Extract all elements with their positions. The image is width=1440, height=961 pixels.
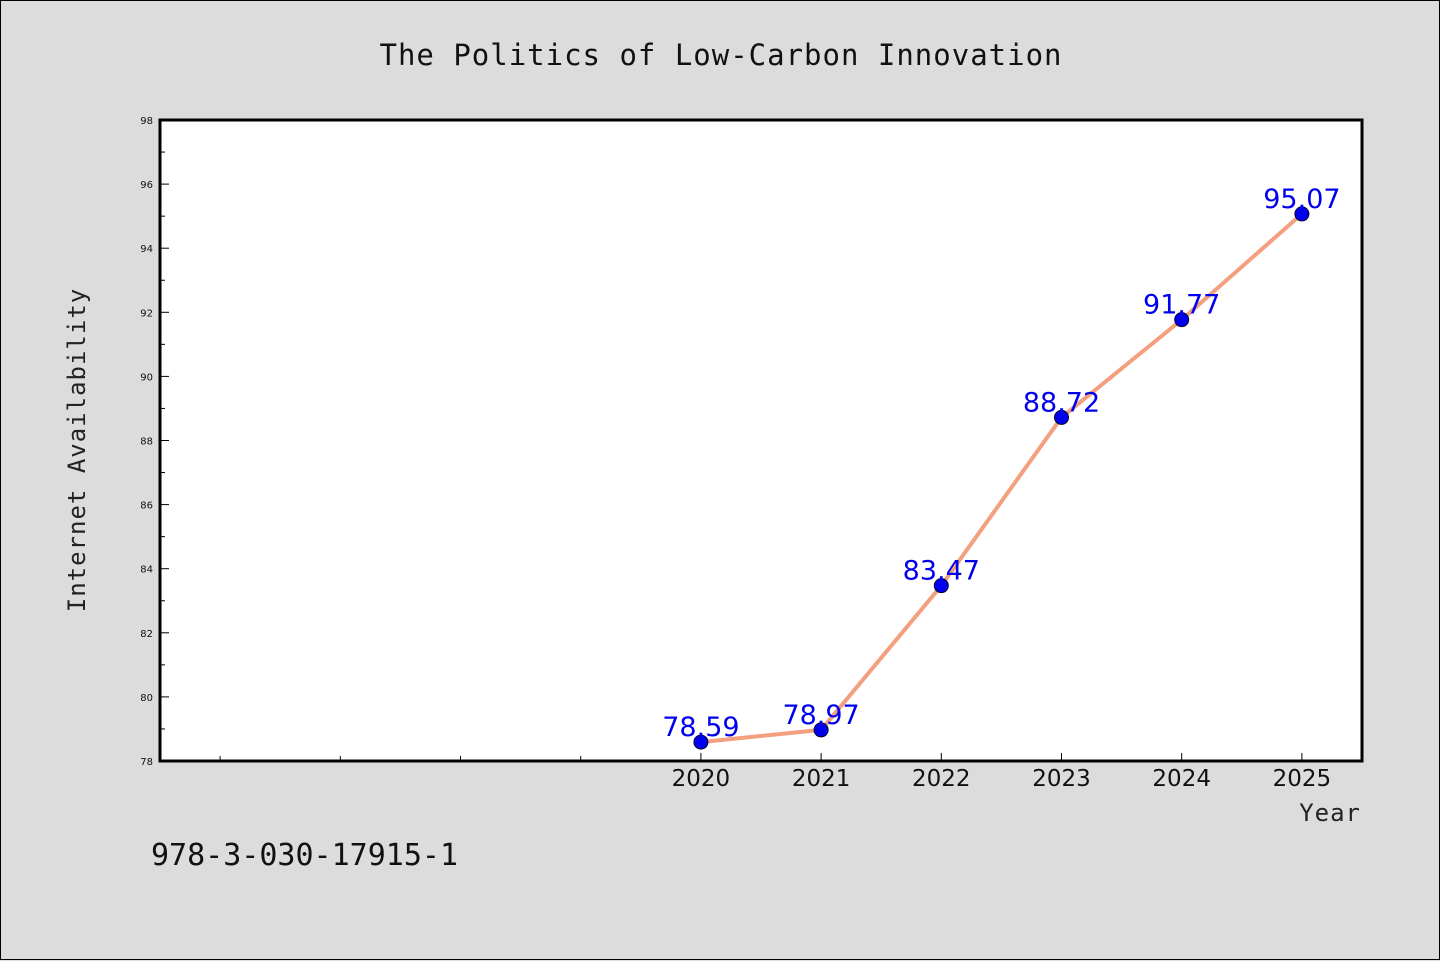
x-axis: 2020 2021 2022 2023 2024 2025 — [219, 753, 1332, 792]
y-tick-label: 92 — [140, 308, 153, 319]
x-tick-label: 2024 — [1152, 766, 1211, 792]
y-tick-label: 84 — [140, 565, 153, 576]
plot-area — [158, 118, 1364, 763]
data-point — [1174, 312, 1190, 328]
y-tick-label: 80 — [140, 693, 153, 704]
data-label: 78.97 — [782, 700, 859, 731]
y-tick-label: 86 — [140, 501, 153, 512]
y-tick-label: 88 — [140, 437, 153, 448]
y-tick-label: 96 — [140, 180, 153, 191]
y-axis-label: Internet Availability — [63, 288, 91, 612]
x-tick-label: 2022 — [912, 766, 971, 792]
y-axis: 78 80 82 84 86 88 90 92 94 96 98 — [140, 116, 169, 768]
isbn-text: 978-3-030-17915-1 — [151, 838, 458, 873]
data-point — [933, 578, 949, 594]
chart-title: The Politics of Low-Carbon Innovation — [379, 38, 1062, 72]
data-label: 91.77 — [1143, 290, 1220, 321]
x-axis-label: Year — [1299, 799, 1361, 827]
y-tick-label: 90 — [140, 372, 153, 383]
y-tick-label: 94 — [140, 244, 153, 255]
data-point — [1294, 206, 1310, 222]
data-label: 88.72 — [1023, 387, 1100, 418]
x-tick-label: 2020 — [672, 766, 731, 792]
data-point — [1054, 409, 1069, 425]
data-point — [813, 722, 829, 738]
series-layer: 78.59 78.97 83.47 88.72 91.77 95.07 — [662, 184, 1341, 750]
y-tick-label: 82 — [140, 629, 153, 640]
y-tick-label: 98 — [140, 116, 153, 127]
x-tick-label: 2025 — [1273, 766, 1332, 792]
series-line — [698, 211, 1304, 745]
x-tick-label: 2021 — [792, 766, 851, 792]
data-label: 78.59 — [662, 712, 739, 743]
data-label: 95.07 — [1263, 184, 1340, 215]
data-label: 83.47 — [903, 556, 980, 587]
x-tick-label: 2023 — [1032, 766, 1091, 792]
y-tick-label: 78 — [140, 757, 153, 768]
data-point — [693, 734, 709, 750]
